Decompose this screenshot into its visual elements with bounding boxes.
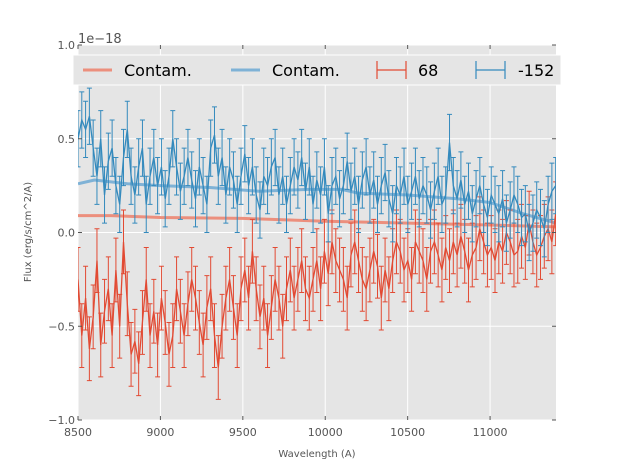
data-line — [78, 116, 556, 235]
x-tick-label: 11000 — [473, 426, 508, 439]
y-tick-label: 0.0 — [58, 227, 76, 240]
y-offset-label: 1e−18 — [78, 32, 122, 47]
series-68 — [78, 181, 556, 400]
legend-handle-68 — [376, 61, 407, 79]
x-tick-label: 10500 — [390, 426, 425, 439]
y-tick-label: −0.5 — [48, 320, 75, 333]
x-axis-label: Wavelength (A) — [278, 449, 355, 460]
y-tick-label: 1.0 — [58, 39, 76, 52]
y-axis-label: Flux (erg/s/cm^2/A) — [23, 182, 34, 282]
series-layer — [78, 87, 556, 400]
x-tick-label: 10000 — [308, 426, 343, 439]
x-tick-label: 8500 — [64, 426, 92, 439]
legend: Contam. Contam. 68 -152 — [72, 54, 562, 86]
series--152 — [78, 87, 556, 262]
legend-label-contam-red: Contam. — [124, 61, 192, 80]
legend-label-152: -152 — [518, 61, 554, 80]
y-tick-label: 0.5 — [58, 133, 76, 146]
y-tick-label: −1.0 — [48, 414, 75, 427]
ticks: 8500 9000 9500 10000 10500 11000 −1.0 −0.5 0.0 0.… — [48, 39, 556, 439]
x-tick-label: 9000 — [146, 426, 174, 439]
legend-label-68: 68 — [418, 61, 438, 80]
data-line — [78, 213, 556, 368]
legend-handle-152 — [475, 61, 506, 79]
x-tick-label: 9500 — [229, 426, 257, 439]
legend-label-contam-blue: Contam. — [272, 61, 340, 80]
